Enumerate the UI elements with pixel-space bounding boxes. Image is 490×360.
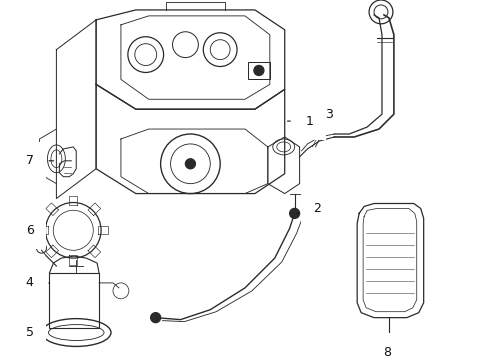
Text: 1: 1 xyxy=(288,114,314,127)
Circle shape xyxy=(254,66,264,76)
Text: 7: 7 xyxy=(25,154,53,167)
Circle shape xyxy=(185,159,196,169)
Bar xyxy=(49,273,99,328)
Bar xyxy=(248,62,270,80)
Text: 2: 2 xyxy=(296,202,321,215)
Text: 6: 6 xyxy=(25,224,43,237)
Text: 4: 4 xyxy=(25,276,49,289)
Circle shape xyxy=(290,208,299,219)
Text: 3: 3 xyxy=(325,108,333,126)
Text: 8: 8 xyxy=(383,343,391,359)
Circle shape xyxy=(151,313,161,323)
Text: 5: 5 xyxy=(25,326,37,339)
